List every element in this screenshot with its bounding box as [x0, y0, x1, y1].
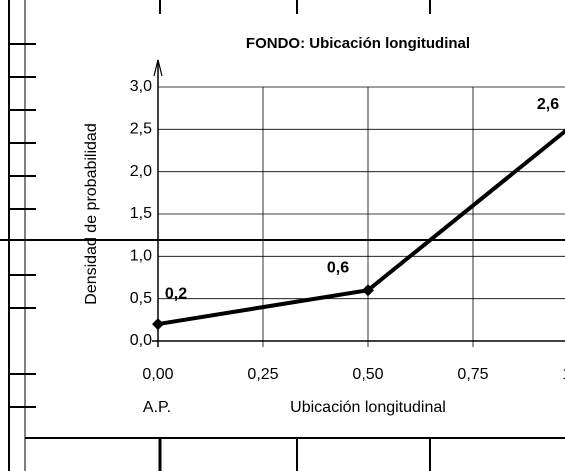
y-tick-label: 0,0: [130, 332, 152, 349]
marker: [152, 318, 164, 331]
data-label: 0,2: [165, 285, 187, 302]
y-tick-label: 0,5: [130, 290, 152, 307]
data-label: 0,6: [327, 259, 349, 276]
y-tick-label: 1,0: [130, 248, 152, 265]
x-tick-label: 1,00: [562, 366, 565, 383]
x-tick-label: 0,25: [247, 366, 278, 383]
x-tick-label: 0,00: [142, 366, 173, 383]
y-tick-label: 1,5: [130, 205, 152, 222]
y-tick-label: 2,5: [130, 121, 152, 138]
x-tick-label: 0,75: [457, 366, 488, 383]
marker: [362, 284, 374, 297]
data-line: [157, 128, 565, 327]
y-tick-label: 2,0: [130, 163, 152, 180]
data-label: 2,6: [537, 96, 559, 113]
annotation: A.P.: [143, 399, 171, 416]
y-axis-label: Densidad de probabilidad: [83, 123, 100, 304]
chart-title: FONDO: Ubicación longitudinal: [246, 35, 470, 52]
axis-arrow: [153, 59, 163, 77]
y-tick-label: 3,0: [130, 78, 152, 95]
x-axis-label: Ubicación longitudinal: [290, 399, 446, 416]
x-tick-label: 0,50: [352, 366, 383, 383]
